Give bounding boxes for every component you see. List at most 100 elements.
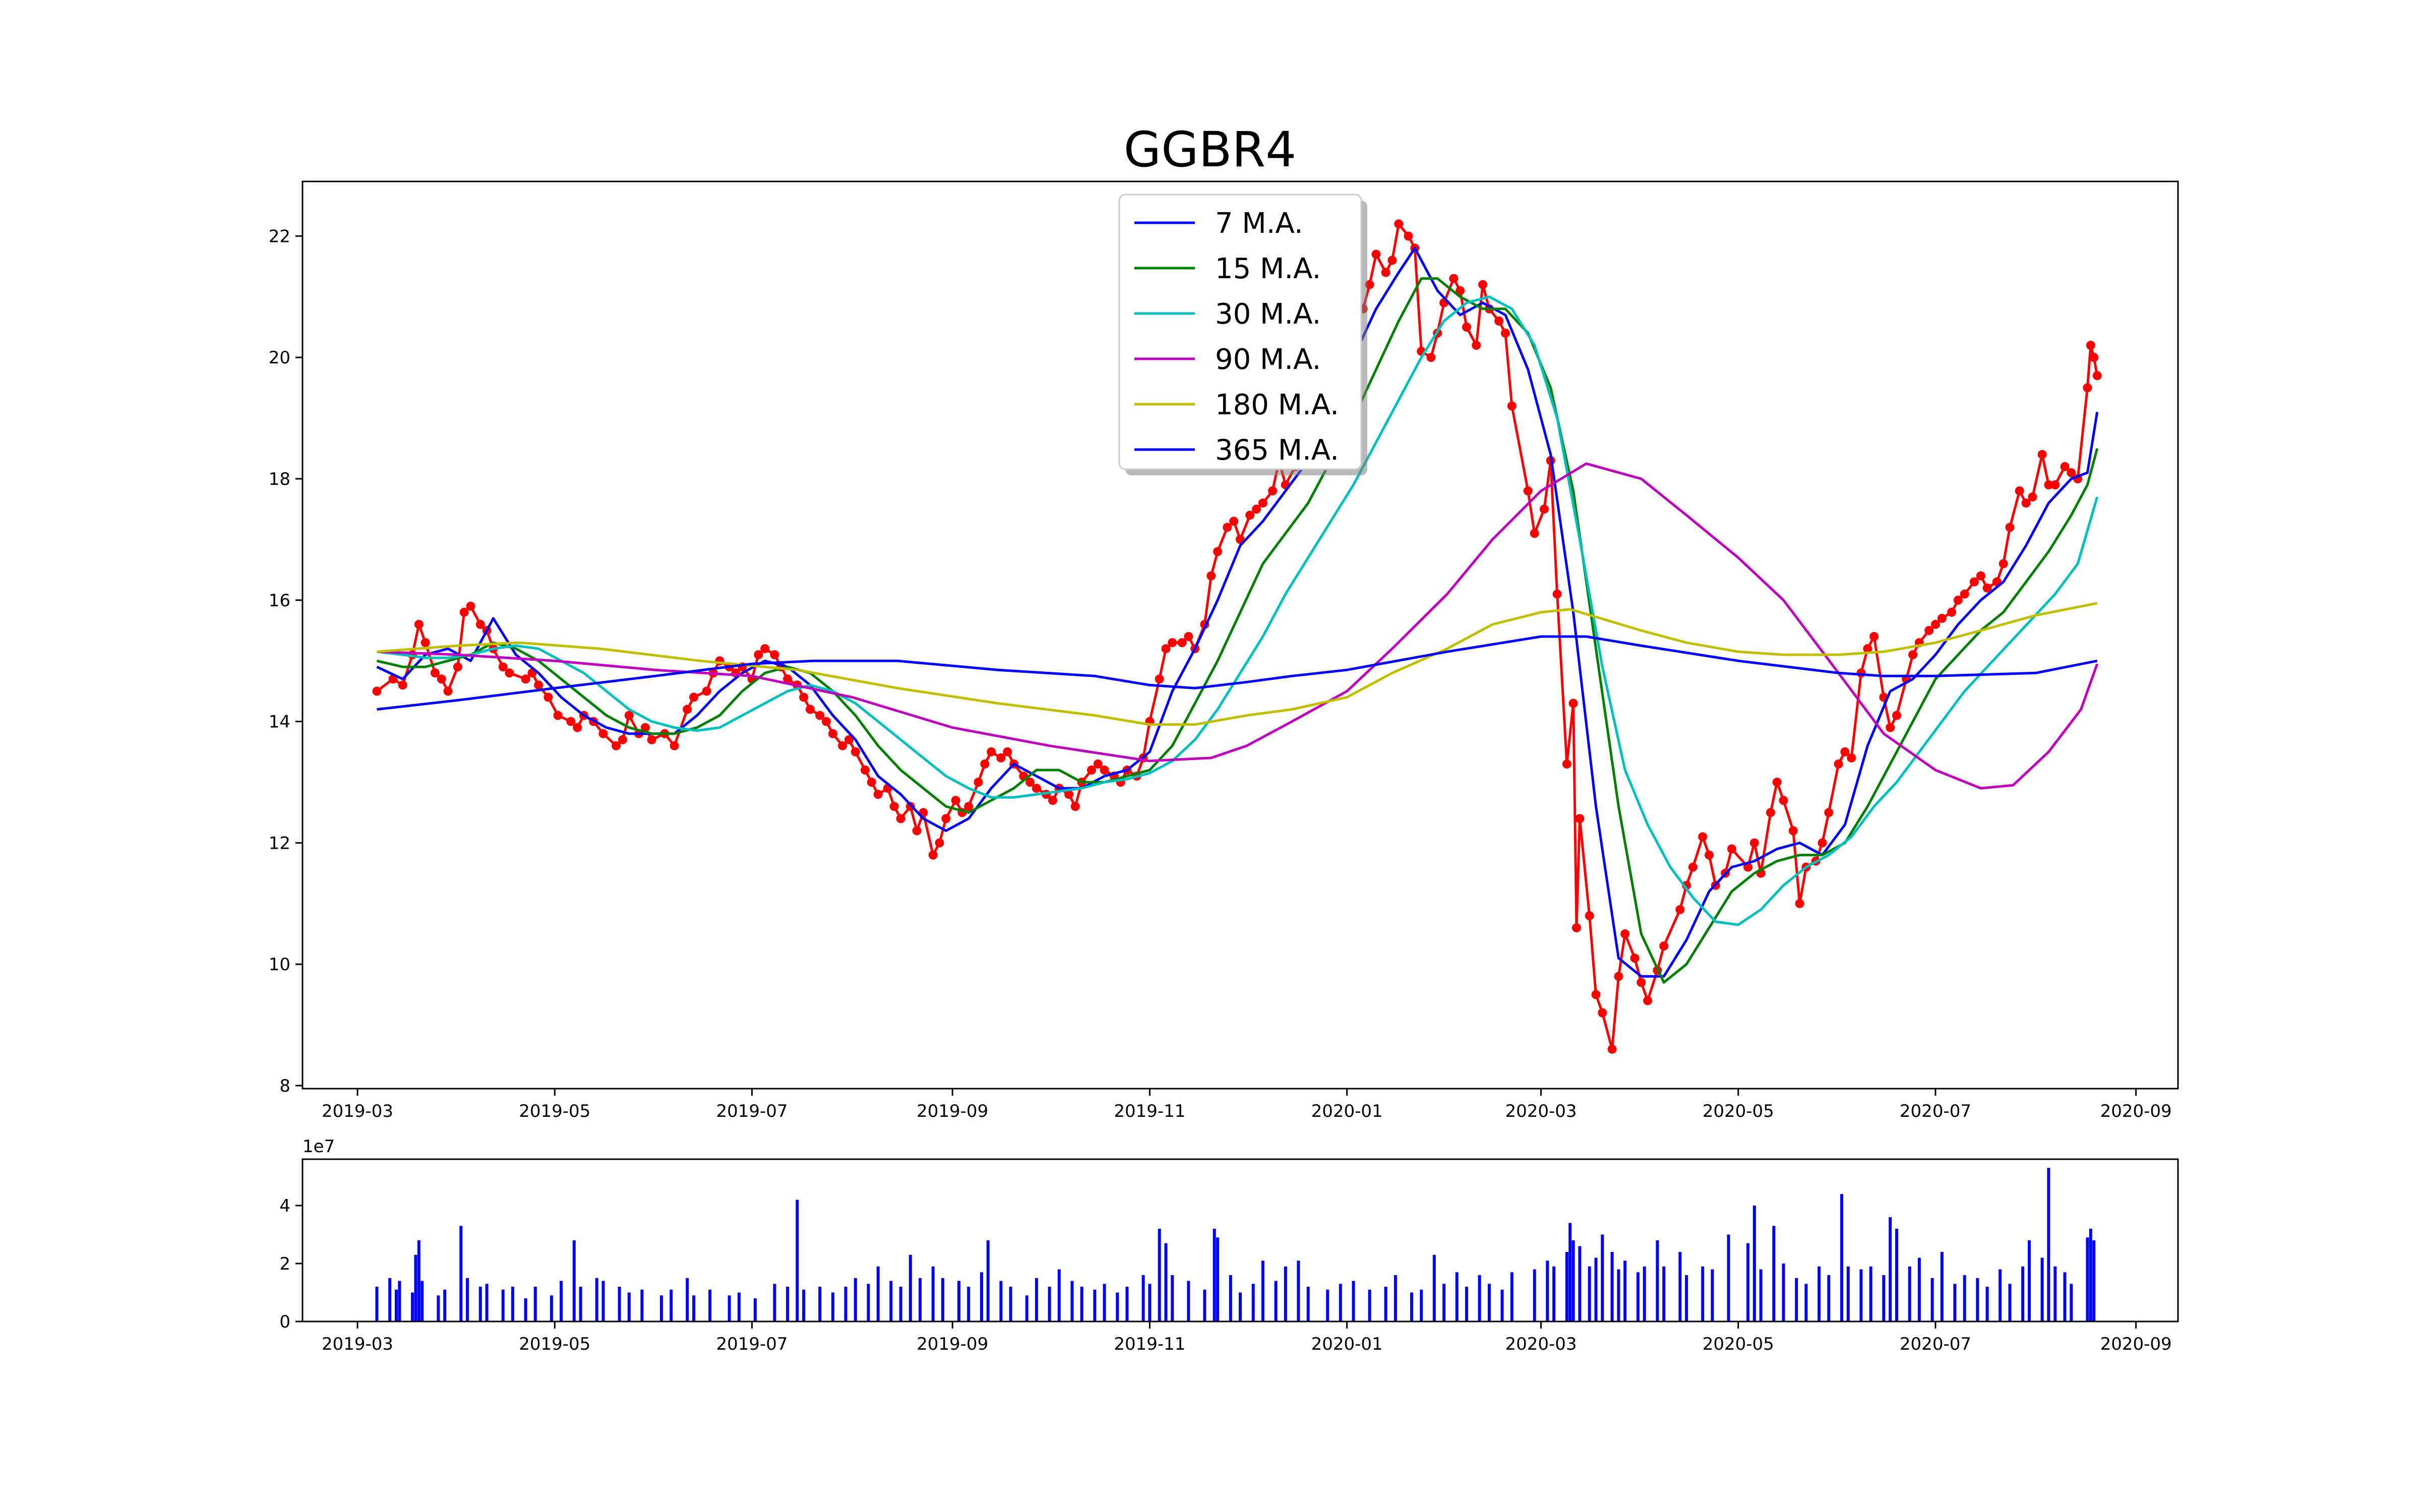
volume-y-axis: 0 2 4	[279, 1196, 302, 1332]
price-point	[670, 741, 679, 750]
price-point	[867, 778, 876, 787]
price-axes-frame	[301, 180, 2179, 1090]
volume-bar	[1261, 1261, 1264, 1322]
price-point	[398, 680, 407, 690]
legend-label-ma180: 180 M.A.	[1215, 389, 1339, 421]
price-point	[414, 619, 424, 629]
price-point	[1003, 747, 1012, 757]
price-point	[1840, 747, 1850, 757]
price-y-tick-label: 18	[269, 469, 290, 489]
price-point	[1675, 905, 1685, 914]
volume-bar	[1141, 1275, 1145, 1321]
volume-bar	[2040, 1257, 2044, 1321]
price-point	[1048, 796, 1057, 805]
price-point	[2086, 341, 2095, 350]
volume-bar	[1394, 1275, 1397, 1321]
price-point	[647, 735, 656, 744]
volume-bar	[1465, 1287, 1468, 1321]
volume-bar	[1818, 1266, 1821, 1322]
price-point	[498, 662, 508, 672]
volume-bar	[773, 1284, 776, 1322]
price-point	[844, 735, 854, 744]
price-point	[475, 619, 485, 629]
volume-bar	[708, 1289, 712, 1322]
price-point	[1371, 249, 1381, 259]
price-point	[1824, 808, 1834, 817]
volume-bar	[1571, 1240, 1575, 1321]
volume-bar	[1869, 1266, 1872, 1322]
volume-bar	[417, 1240, 420, 1321]
volume-bar	[1510, 1272, 1514, 1322]
price-point	[1568, 699, 1578, 708]
price-point	[783, 674, 793, 684]
price-point	[873, 790, 883, 799]
price-point	[1478, 280, 1487, 289]
volume-bar	[1752, 1206, 1756, 1321]
volume-bar	[659, 1295, 663, 1322]
volume-bar	[437, 1295, 440, 1322]
price-point	[896, 814, 905, 824]
volume-bar	[1057, 1269, 1061, 1321]
volume-y-tick-label: 0	[279, 1312, 290, 1332]
price-point	[1404, 231, 1413, 241]
volume-bar	[686, 1278, 689, 1322]
volume-bar	[560, 1281, 563, 1321]
volume-bar	[1116, 1292, 1119, 1321]
price-point	[1598, 1008, 1607, 1018]
price-point	[702, 686, 711, 696]
price-y-tick-label: 10	[269, 955, 290, 975]
price-point	[431, 668, 440, 678]
price-point	[1456, 286, 1465, 295]
price-point	[1779, 796, 1788, 805]
volume-bar	[1352, 1281, 1355, 1321]
volume-bar	[999, 1281, 1003, 1321]
volume-bar	[1239, 1292, 1242, 1321]
price-point	[466, 601, 475, 611]
volume-bar	[1610, 1252, 1614, 1321]
volume-x-tick-label: 2020-07	[1900, 1334, 1971, 1354]
price-point	[1982, 583, 1992, 593]
price-point	[1223, 523, 1232, 532]
volume-bar	[831, 1292, 834, 1321]
price-point	[828, 729, 837, 738]
volume-bar	[1840, 1194, 1843, 1321]
volume-bar	[627, 1292, 631, 1321]
volume-bar	[867, 1284, 870, 1322]
price-point	[1426, 353, 1436, 362]
volume-bar	[802, 1289, 806, 1322]
price-point	[1788, 826, 1798, 836]
volume-bar	[1125, 1287, 1129, 1321]
volume-bar	[595, 1278, 598, 1322]
volume-bar	[1827, 1275, 1831, 1321]
price-point	[889, 802, 899, 811]
price-point	[1931, 619, 1940, 629]
volume-bar	[1976, 1278, 1979, 1322]
price-point	[1863, 644, 1872, 654]
volume-bar	[414, 1254, 417, 1322]
volume-bar	[1009, 1287, 1012, 1321]
legend-label-ma15: 15 M.A.	[1215, 253, 1321, 285]
legend-frame	[1118, 194, 1362, 470]
price-point	[543, 692, 553, 702]
price-point	[1976, 571, 1985, 581]
volume-bar	[1601, 1234, 1604, 1321]
price-y-tick-label: 22	[269, 226, 290, 246]
price-point	[2060, 462, 2070, 471]
volume-bar	[443, 1289, 447, 1322]
volume-bar	[1487, 1284, 1491, 1322]
series-line-ma180	[377, 602, 2098, 726]
price-point	[453, 662, 462, 672]
volume-bar	[1148, 1284, 1152, 1322]
volume-bar	[1895, 1229, 1898, 1321]
price-point	[1705, 850, 1714, 860]
price-point	[996, 753, 1006, 763]
price-point	[1818, 838, 1827, 848]
volume-bar	[533, 1287, 537, 1321]
volume-bar	[1368, 1289, 1371, 1322]
volume-bar	[579, 1287, 582, 1321]
volume-bar	[786, 1287, 790, 1321]
volume-bar	[1297, 1261, 1300, 1322]
price-point	[624, 711, 634, 720]
price-point	[1562, 759, 1571, 769]
volume-bar	[1795, 1278, 1798, 1322]
